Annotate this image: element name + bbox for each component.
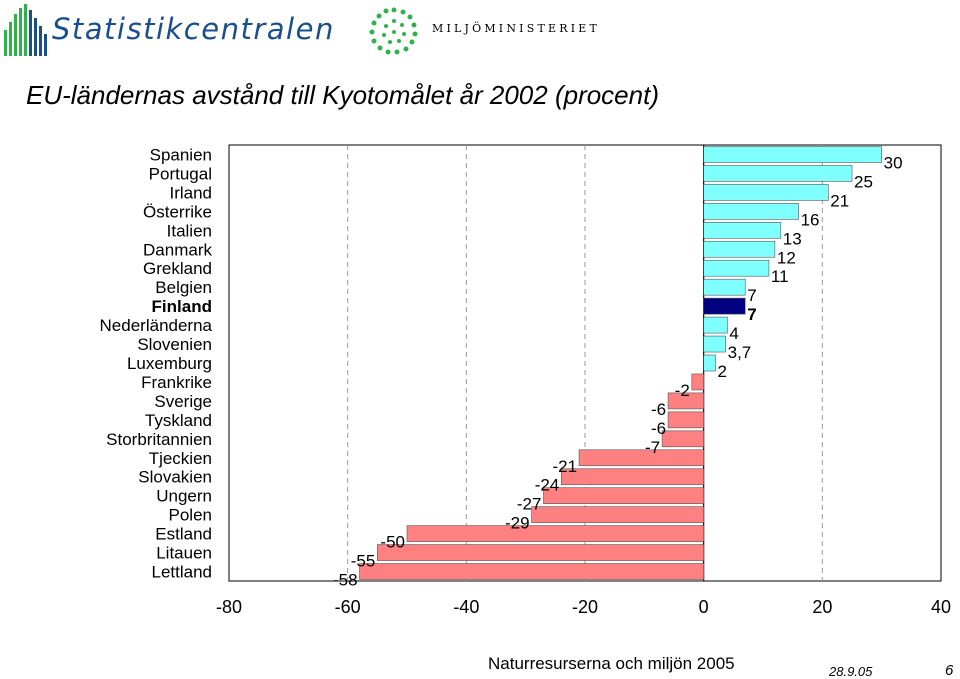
category-label: Storbritannien (106, 430, 212, 449)
category-label: Finland (152, 297, 212, 316)
category-label: Spanien (150, 145, 212, 164)
data-label: -2 (675, 381, 690, 400)
bar (703, 222, 782, 239)
data-label: -21 (552, 457, 577, 476)
data-label: 12 (777, 248, 796, 267)
data-label: -7 (645, 438, 660, 457)
category-label: Slovakien (138, 468, 212, 487)
statistikcentralen-name: Statistikcentralen (52, 12, 335, 46)
data-label: -24 (535, 476, 560, 495)
category-label: Nederländerna (100, 316, 213, 335)
x-tick-label: 20 (812, 597, 832, 617)
data-label: 4 (729, 324, 738, 343)
data-label: 21 (830, 191, 849, 210)
data-label: 7 (747, 305, 756, 324)
category-label: Slovenien (137, 335, 212, 354)
data-label: 13 (783, 229, 802, 248)
source-note: Naturresurserna och miljön 2005 (488, 654, 735, 673)
x-tick-label: -60 (335, 597, 361, 617)
bar (703, 203, 799, 220)
data-label: -27 (517, 495, 542, 514)
data-label: -6 (651, 419, 666, 438)
bar (560, 468, 704, 486)
category-label: Italien (167, 221, 212, 240)
x-tick-label: -40 (453, 597, 479, 617)
bar (703, 240, 776, 258)
category-label: Tjeckien (149, 449, 212, 468)
bar (703, 335, 726, 353)
data-label: 3,7 (728, 343, 752, 362)
statistikcentralen-logo-icon (4, 4, 47, 56)
bar (543, 487, 704, 504)
bar (578, 449, 704, 467)
page-number: 6 (945, 662, 954, 679)
data-label: 16 (801, 210, 820, 229)
bar (377, 544, 704, 561)
header: Statistikcentralen MILJÖMINISTERIET (0, 0, 960, 60)
bar (661, 430, 704, 448)
category-label: Ungern (156, 487, 212, 506)
chart-title: EU-ländernas avstånd till Kyotomålet år … (26, 80, 659, 110)
category-label: Danmark (143, 240, 212, 259)
bar (667, 411, 704, 429)
bar (703, 146, 882, 163)
category-label: Tyskland (145, 411, 212, 430)
bar (703, 259, 770, 277)
data-label: 7 (747, 286, 756, 305)
data-label: -50 (380, 533, 405, 552)
category-label: Litauen (156, 544, 212, 563)
bar (359, 563, 704, 580)
miljoministeriet-name: MILJÖMINISTERIET (432, 22, 601, 35)
bar-chart: -80 -60 -40 -20 0 20 40 Spanien 30 Portugal 25 Irla… (100, 144, 951, 617)
data-label: -55 (351, 552, 376, 571)
category-label: Sverige (154, 392, 212, 411)
x-tick-label: -20 (572, 597, 598, 617)
bar (703, 165, 853, 182)
data-label: 11 (771, 267, 789, 286)
category-label: Frankrike (141, 373, 212, 392)
data-label: 2 (718, 362, 727, 381)
category-label: Österrike (143, 202, 212, 221)
bar (406, 525, 704, 542)
category-label: Lettland (152, 563, 213, 582)
x-tick-label: 40 (931, 597, 951, 617)
bar (667, 392, 704, 410)
bar (703, 297, 746, 315)
x-tick-label: 0 (699, 597, 709, 617)
bar (703, 184, 829, 201)
date-stamp: 28.9.05 (829, 664, 873, 679)
data-label: -6 (651, 400, 666, 419)
category-label: Estland (155, 525, 212, 544)
bar (531, 506, 704, 523)
data-label: -29 (505, 514, 530, 533)
bar (691, 373, 704, 391)
data-label: -58 (333, 571, 358, 590)
data-label: 30 (884, 153, 903, 172)
bar (703, 354, 716, 372)
category-label: Irland (169, 183, 212, 202)
category-label: Grekland (143, 259, 212, 278)
bar (703, 278, 746, 296)
x-tick-label: -80 (216, 597, 242, 617)
category-label: Polen (169, 506, 212, 525)
category-label: Belgien (155, 278, 212, 297)
category-label: Portugal (149, 164, 212, 183)
bar (703, 316, 728, 334)
data-label: 25 (854, 172, 873, 191)
category-label: Luxemburg (127, 354, 212, 373)
miljoministeriet-logo-icon (369, 7, 418, 55)
